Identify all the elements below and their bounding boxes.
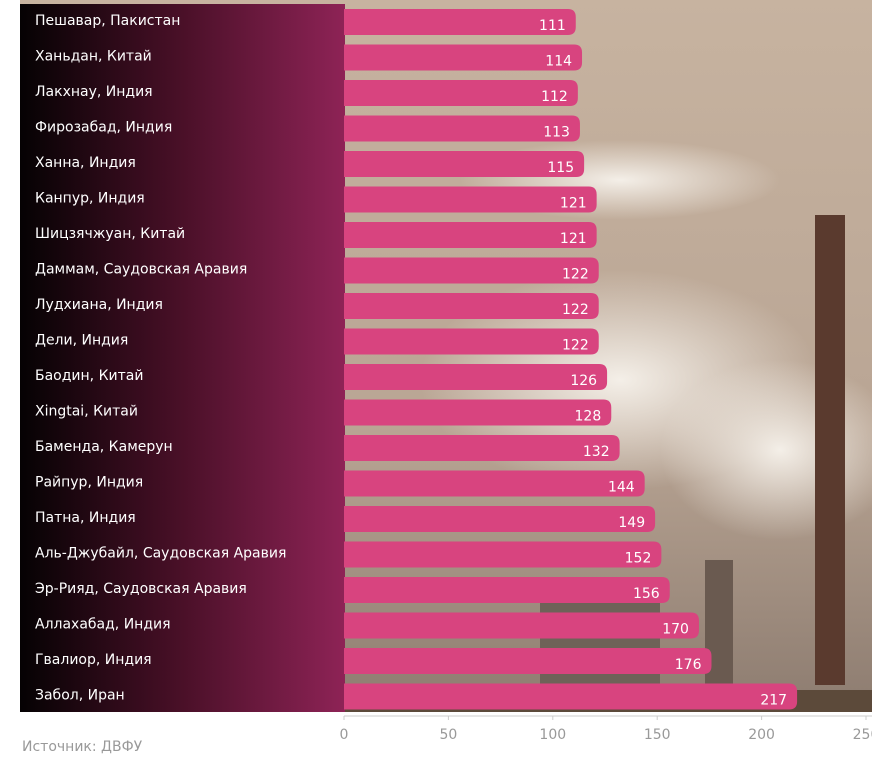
bar [344,506,656,532]
value-label: 114 [545,54,572,70]
bar [344,399,612,426]
value-label: 113 [543,125,570,141]
value-label: 121 [560,196,587,212]
bar [344,9,576,35]
category-label: Патна, Индия [35,510,136,526]
bar [344,364,608,390]
x-tick-label: 0 [340,727,349,743]
value-label: 156 [633,586,660,602]
value-label: 112 [541,89,568,105]
category-label: Xingtai, Китай [35,404,138,420]
value-label: 152 [625,551,652,567]
value-label: 170 [662,622,689,638]
category-label: Ханьдан, Китай [35,49,152,65]
value-label: 149 [618,515,645,531]
value-label: 121 [560,231,587,247]
bar [344,683,798,710]
source-note: Источник: ДВФУ [22,739,143,755]
bar [344,328,599,355]
value-label: 115 [547,160,574,176]
category-label: Фирозабад, Индия [35,120,172,136]
label-panel [20,4,345,712]
value-label: 122 [562,338,589,354]
bar [344,470,645,497]
value-label: 128 [575,409,602,425]
category-label: Лакхнау, Индия [35,84,153,100]
category-label: Канпур, Индия [35,191,145,207]
value-label: 122 [562,302,589,318]
bar [344,80,578,106]
category-label: Шицзячжуан, Китай [35,226,185,242]
bar [344,577,670,603]
bar [344,648,712,674]
category-label: Баменда, Камерун [35,439,173,455]
x-tick-label: 150 [644,727,671,743]
category-label: Эр-Рияд, Саудовская Аравия [35,581,247,597]
category-label: Баодин, Китай [35,368,143,384]
bar [344,44,583,71]
category-label: Забол, Иран [35,688,125,704]
x-tick-label: 250 [853,727,872,743]
bar [344,293,599,319]
category-label: Ханна, Индия [35,155,136,171]
bar [344,115,580,142]
category-label: Райпур, Индия [35,475,143,491]
x-tick-label: 100 [539,727,566,743]
category-label: Гвалиор, Индия [35,652,152,668]
category-label: Дели, Индия [35,333,128,349]
value-label: 132 [583,444,610,460]
bar [344,435,620,461]
category-label: Даммам, Саудовская Аравия [35,262,247,278]
value-label: 217 [760,693,787,709]
category-label: Лудхиана, Индия [35,297,163,313]
x-tick-label: 50 [439,727,457,743]
bar [344,541,662,568]
value-label: 176 [675,657,702,673]
bar [344,151,585,177]
value-label: 126 [570,373,597,389]
category-label: Аллахабад, Индия [35,617,171,633]
bar [344,186,597,213]
bar [344,612,699,639]
x-tick-label: 200 [748,727,775,743]
value-label: 111 [539,18,566,34]
value-label: 122 [562,267,589,283]
bar [344,257,599,284]
category-label: Пешавар, Пакистан [35,13,180,29]
category-label: Аль-Джубайл, Саудовская Аравия [35,546,286,562]
bar [344,222,597,248]
value-label: 144 [608,480,635,496]
